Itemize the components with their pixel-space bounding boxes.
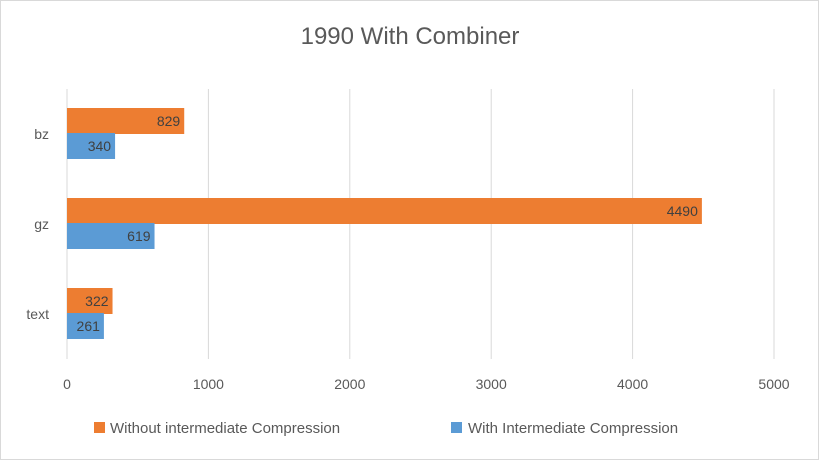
data-label-text-series-1: 261 <box>77 318 101 334</box>
legend-label-1: With Intermediate Compression <box>468 420 678 437</box>
legend-swatch-1 <box>451 422 462 433</box>
legend: Without intermediate Compression With Int… <box>94 420 678 437</box>
legend-swatch-0 <box>94 422 105 433</box>
x-tick-label-3000: 3000 <box>476 376 507 392</box>
bar-gz-series-0 <box>67 198 702 224</box>
data-label-text-series-0: 322 <box>85 293 109 309</box>
x-tick-label-5000: 5000 <box>758 376 789 392</box>
x-tick-label-4000: 4000 <box>617 376 648 392</box>
bar-text-series-1 <box>67 313 104 339</box>
bar-bz-series-1 <box>67 133 116 159</box>
legend-label-0: Without intermediate Compression <box>110 420 340 437</box>
x-tick-label-1000: 1000 <box>193 376 224 392</box>
value-axis-labels: 0 1000 2000 3000 4000 5000 <box>63 376 790 392</box>
category-label-text: text <box>26 306 49 322</box>
category-axis-labels: bz gz text <box>26 126 49 322</box>
category-label-gz: gz <box>34 216 49 232</box>
data-label-bz-series-0: 829 <box>157 113 181 129</box>
x-tick-label-0: 0 <box>63 376 71 392</box>
bar-bz-series-0 <box>67 108 185 134</box>
data-labels: 829 340 4490 619 322 261 <box>77 113 699 334</box>
chart-title: 1990 With Combiner <box>301 23 520 50</box>
bar-text-series-0 <box>67 288 113 314</box>
data-label-gz-series-0: 4490 <box>667 203 698 219</box>
bars <box>67 108 702 339</box>
x-tick-label-2000: 2000 <box>334 376 365 392</box>
data-label-gz-series-1: 619 <box>127 228 151 244</box>
bar-gz-series-1 <box>67 223 155 249</box>
category-label-bz: bz <box>34 126 49 142</box>
data-label-bz-series-1: 340 <box>88 138 112 154</box>
